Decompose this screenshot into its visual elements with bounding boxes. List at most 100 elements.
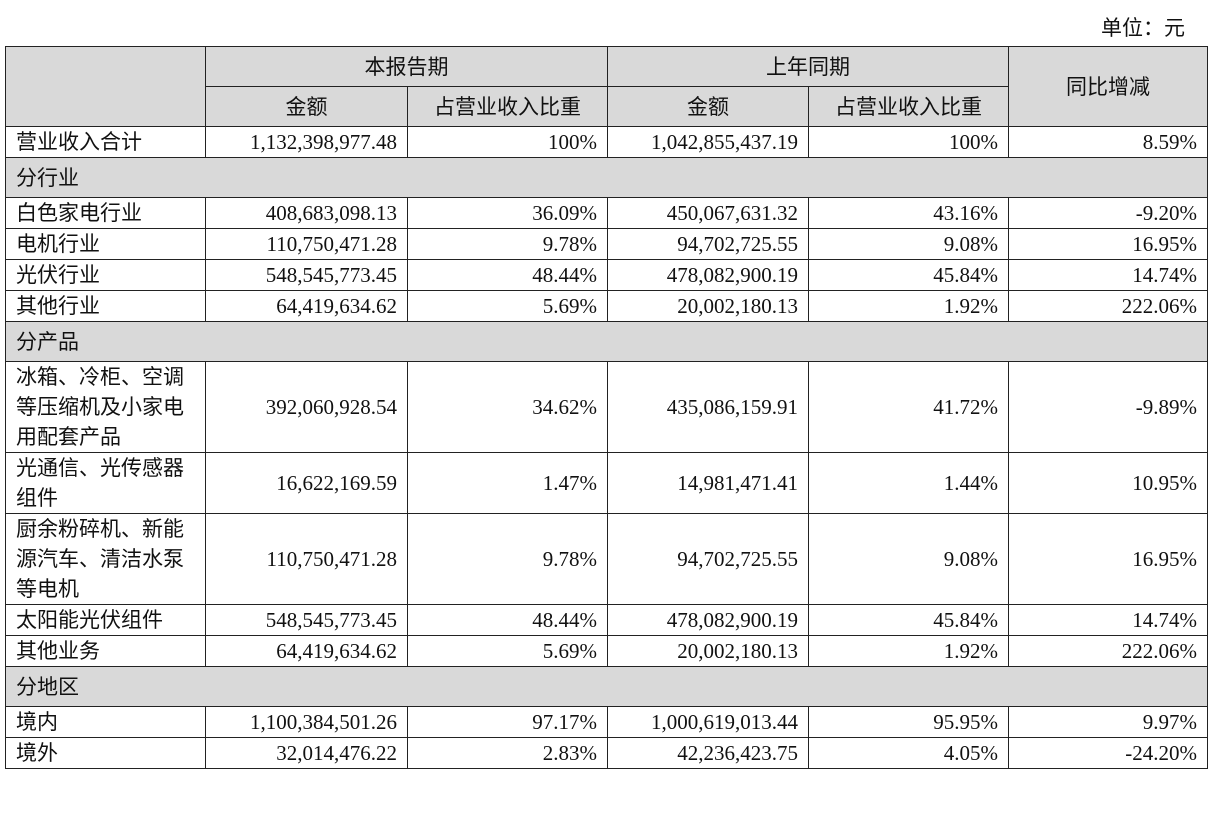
value-cell: 16.95% [1008,228,1208,260]
value-cell: 64,419,634.62 [205,290,408,322]
value-cell: 478,082,900.19 [607,259,809,291]
table-body: 本报告期 上年同期 同比增减 金额 占营业收入比重 金额 占营业收入比重 营业收… [5,46,1208,769]
value-cell: 48.44% [407,604,608,636]
value-cell: 435,086,159.91 [607,361,809,453]
header-cell: 同比增减 [1008,46,1208,127]
value-cell: 9.08% [808,228,1009,260]
value-cell: 8.59% [1008,126,1208,158]
data-row: 太阳能光伏组件 548,545,773.45 48.44% 478,082,900.1… [5,604,1208,636]
section-cell: 分地区 [5,666,1208,707]
data-row: 其他行业 64,419,634.62 5.69% 20,002,180.13 1.92%… [5,290,1208,322]
value-cell: 110,750,471.28 [205,513,408,605]
value-cell: 9.78% [407,228,608,260]
value-cell: -9.89% [1008,361,1208,453]
revenue-table: 本报告期 上年同期 同比增减 金额 占营业收入比重 金额 占营业收入比重 营业收… [5,46,1208,769]
row-label: 白色家电行业 [5,197,206,229]
value-cell: 20,002,180.13 [607,635,809,667]
row-label: 营业收入合计 [5,126,206,158]
row-label: 电机行业 [5,228,206,260]
value-cell: 392,060,928.54 [205,361,408,453]
value-cell: 1,100,384,501.26 [205,706,408,738]
value-cell: 100% [808,126,1009,158]
row-label: 其他行业 [5,290,206,322]
header-cell: 上年同期 [607,46,1009,87]
value-cell: -24.20% [1008,737,1208,769]
section-cell: 分产品 [5,321,1208,362]
value-cell: 42,236,423.75 [607,737,809,769]
value-cell: 48.44% [407,259,608,291]
row-label: 境外 [5,737,206,769]
row-label: 厨余粉碎机、新能源汽车、清洁水泵等电机 [5,513,206,605]
unit-label: 单位：元 [1101,16,1185,40]
value-cell: 16.95% [1008,513,1208,605]
value-cell: 222.06% [1008,635,1208,667]
value-cell: 16,622,169.59 [205,452,408,514]
value-cell: 14.74% [1008,259,1208,291]
value-cell: 1,000,619,013.44 [607,706,809,738]
row-label: 光通信、光传感器组件 [5,452,206,514]
value-cell: 10.95% [1008,452,1208,514]
data-row: 白色家电行业 408,683,098.13 36.09% 450,067,631.32… [5,197,1208,229]
header-row: 金额 占营业收入比重 金额 占营业收入比重 [6,86,1208,127]
data-row: 光通信、光传感器组件 16,622,169.59 1.47% 14,981,471.4… [5,452,1208,514]
row-label: 太阳能光伏组件 [5,604,206,636]
value-cell: -9.20% [1008,197,1208,229]
value-cell: 5.69% [407,635,608,667]
value-cell: 2.83% [407,737,608,769]
value-cell: 95.95% [808,706,1009,738]
section-cell: 分行业 [5,157,1208,198]
data-row: 境外 32,014,476.22 2.83% 42,236,423.75 4.05% -2… [5,737,1208,769]
data-row: 其他业务 64,419,634.62 5.69% 20,002,180.13 1.92%… [5,635,1208,667]
value-cell: 1.92% [808,290,1009,322]
value-cell: 14,981,471.41 [607,452,809,514]
value-cell: 45.84% [808,259,1009,291]
header-cell: 占营业收入比重 [407,86,608,127]
value-cell: 43.16% [808,197,1009,229]
value-cell: 548,545,773.45 [205,604,408,636]
value-cell: 41.72% [808,361,1009,453]
value-cell: 450,067,631.32 [607,197,809,229]
value-cell: 1,042,855,437.19 [607,126,809,158]
value-cell: 94,702,725.55 [607,228,809,260]
value-cell: 1.47% [407,452,608,514]
row-label: 光伏行业 [5,259,206,291]
value-cell: 100% [407,126,608,158]
value-cell: 36.09% [407,197,608,229]
value-cell: 5.69% [407,290,608,322]
data-row: 冰箱、冷柜、空调等压缩机及小家电用配套产品 392,060,928.54 34.62… [5,361,1208,453]
header-cell [5,46,206,127]
value-cell: 9.97% [1008,706,1208,738]
row-label: 其他业务 [5,635,206,667]
value-cell: 45.84% [808,604,1009,636]
value-cell: 9.08% [808,513,1009,605]
section-row: 分产品 [5,321,1208,362]
header-row: 本报告期 上年同期 同比增减 [5,46,1208,127]
value-cell: 408,683,098.13 [205,197,408,229]
header-cell: 金额 [607,86,809,127]
value-cell: 64,419,634.62 [205,635,408,667]
value-cell: 1.92% [808,635,1009,667]
header-cell: 金额 [205,86,408,127]
value-cell: 34.62% [407,361,608,453]
value-cell: 110,750,471.28 [205,228,408,260]
data-row: 光伏行业 548,545,773.45 48.44% 478,082,900.19 45… [5,259,1208,291]
value-cell: 14.74% [1008,604,1208,636]
row-label: 冰箱、冷柜、空调等压缩机及小家电用配套产品 [5,361,206,453]
value-cell: 97.17% [407,706,608,738]
header-cell: 占营业收入比重 [808,86,1009,127]
section-row: 分行业 [5,157,1208,198]
value-cell: 94,702,725.55 [607,513,809,605]
value-cell: 9.78% [407,513,608,605]
value-cell: 32,014,476.22 [205,737,408,769]
section-row: 分地区 [5,666,1208,707]
header-cell: 本报告期 [205,46,608,87]
data-row: 厨余粉碎机、新能源汽车、清洁水泵等电机 110,750,471.28 9.78% 94… [5,513,1208,605]
value-cell: 222.06% [1008,290,1208,322]
value-cell: 548,545,773.45 [205,259,408,291]
value-cell: 1.44% [808,452,1009,514]
row-label: 境内 [5,706,206,738]
data-row: 营业收入合计 1,132,398,977.48 100% 1,042,855,437.… [5,126,1208,158]
value-cell: 1,132,398,977.48 [205,126,408,158]
value-cell: 20,002,180.13 [607,290,809,322]
